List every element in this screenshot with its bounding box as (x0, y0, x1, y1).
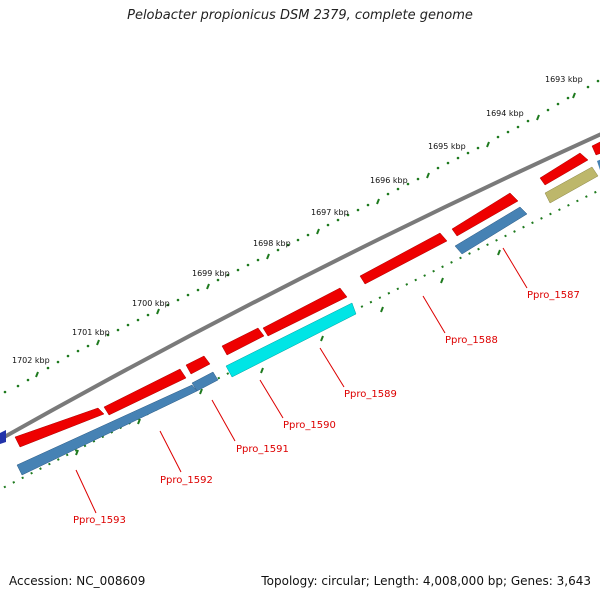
ruler-label: 1695 kbp (428, 142, 466, 151)
gene-arrow-ppro-1588-fwd[interactable] (359, 232, 448, 285)
gene-label-ppro-1587[interactable]: Ppro_1587 (527, 290, 580, 301)
gene-label-ppro-1589[interactable]: Ppro_1589 (344, 389, 397, 400)
gene-arrow-ppro-1592-fwd[interactable] (103, 368, 187, 416)
feature-khaki[interactable] (544, 166, 599, 204)
reverse-cds-track (16, 206, 528, 476)
ruler-label: 1701 kbp (72, 328, 110, 337)
map-title: Pelobacter propionicus DSM 2379, complet… (127, 8, 473, 23)
ruler-label: 1694 kbp (486, 109, 524, 118)
gene-arrow-ppro-1593-fwd[interactable] (14, 407, 105, 448)
gene-arrow-ppro-1587-rev[interactable] (454, 206, 528, 255)
genome-summary-text: Topology: circular; Length: 4,008,000 bp… (261, 574, 591, 588)
gene-arrow-ppro-1587-fwd[interactable] (451, 192, 519, 237)
genome-backbone (0, 132, 600, 442)
ruler-label: 1693 kbp (545, 75, 583, 84)
gene-label-ppro-1593[interactable]: Ppro_1593 (73, 515, 126, 526)
feature-edge-blue[interactable] (597, 158, 600, 170)
gene-arrow-ppro-1592-rev[interactable] (191, 371, 219, 392)
ruler-label: 1697 kbp (311, 208, 349, 217)
label-leaders (75, 247, 528, 514)
gene-arrow-ppro-1591-fwd[interactable] (185, 355, 211, 375)
gene-labels: Ppro_1587 Ppro_1588 Ppro_1589 Ppro_1590 … (73, 290, 580, 526)
gene-arrow-edge-fwd[interactable] (591, 140, 600, 156)
ruler-label: 1702 kbp (12, 356, 50, 365)
outer-scale-dots (3, 79, 600, 394)
gene-label-ppro-1590[interactable]: Ppro_1590 (283, 420, 336, 431)
ruler-label: 1698 kbp (253, 239, 291, 248)
gene-label-ppro-1588[interactable]: Ppro_1588 (445, 335, 498, 346)
gene-label-ppro-1592[interactable]: Ppro_1592 (160, 475, 213, 486)
ruler-label: 1700 kbp (132, 299, 170, 308)
ruler-label: 1696 kbp (370, 176, 408, 185)
outer-scale-major-ticks (35, 92, 576, 378)
accession-text: Accession: NC_008609 (9, 574, 146, 588)
ruler-label: 1699 kbp (192, 269, 230, 278)
inner-scale-major-ticks (75, 249, 501, 456)
gene-label-ppro-1591[interactable]: Ppro_1591 (236, 444, 289, 455)
gene-arrow-ppro-1589-fwd[interactable] (262, 287, 348, 337)
feature-edge-dark (0, 430, 6, 444)
gene-arrow-ppro-1590-fwd[interactable] (221, 327, 265, 356)
ruler-labels: 1693 kbp 1694 kbp 1695 kbp 1696 kbp 1697… (12, 75, 583, 365)
gene-arrow-ppro-1589-highlight[interactable] (225, 302, 357, 378)
forward-cds-track (14, 140, 600, 448)
gene-arrow-upstream-fwd[interactable] (539, 152, 589, 186)
